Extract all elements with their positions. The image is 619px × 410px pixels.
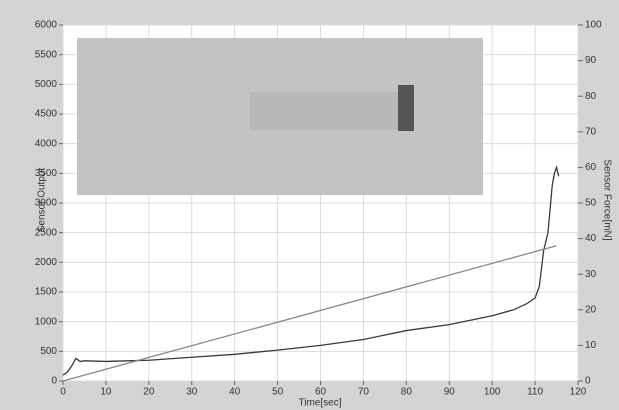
y2-tick-label: 50 [585, 198, 597, 209]
y-tick-label: 2500 [35, 227, 58, 238]
x-tick-label: 100 [484, 387, 501, 398]
y-tick-label: 5000 [35, 79, 58, 90]
series-line [62, 245, 557, 382]
y-tick-label: 1500 [35, 287, 58, 298]
x-tick-label: 40 [229, 387, 241, 398]
y2-tick-label: 80 [585, 91, 597, 102]
y2-tick-label: 0 [585, 376, 591, 387]
y-tick-label: 3500 [35, 168, 58, 179]
x-tick-label: 70 [358, 387, 370, 398]
x-tick-label: 50 [272, 387, 284, 398]
y-tick-label: 500 [40, 346, 57, 357]
y2-tick-label: 10 [585, 340, 597, 351]
y-tick-label: 2000 [35, 257, 58, 268]
y2-axis-label: Sensor Force[mN] [601, 159, 612, 240]
inset-photo [77, 38, 483, 195]
y2-tick-label: 40 [585, 233, 597, 244]
y-tick-label: 5500 [35, 49, 58, 60]
photo-object [250, 92, 410, 130]
y2-tick-label: 90 [585, 55, 597, 66]
y2-tick-label: 30 [585, 269, 597, 280]
y-tick-label: 0 [51, 376, 57, 387]
y-tick-label: 4500 [35, 109, 58, 120]
x-tick-label: 30 [186, 387, 198, 398]
y2-tick-label: 60 [585, 162, 597, 173]
y-tick-label: 4000 [35, 138, 58, 149]
series-line [62, 165, 560, 376]
y2-tick-label: 20 [585, 304, 597, 315]
x-tick-label: 20 [143, 387, 155, 398]
x-tick-label: 0 [60, 387, 66, 398]
x-tick-label: 60 [315, 387, 327, 398]
x-axis-label: Time[sec] [299, 398, 342, 409]
x-tick-label: 90 [444, 387, 456, 398]
y-tick-label: 6000 [35, 20, 58, 31]
photo-sensor [398, 85, 414, 131]
y-tick-label: 3000 [35, 198, 58, 209]
x-tick-label: 110 [527, 387, 543, 398]
y-axis-label: Sensor Output [37, 168, 48, 233]
x-tick-label: 120 [570, 387, 587, 398]
x-tick-label: 10 [100, 387, 112, 398]
y2-tick-label: 70 [585, 126, 597, 137]
y-tick-label: 1000 [35, 316, 58, 327]
y2-tick-label: 100 [585, 20, 602, 31]
x-tick-label: 80 [401, 387, 413, 398]
